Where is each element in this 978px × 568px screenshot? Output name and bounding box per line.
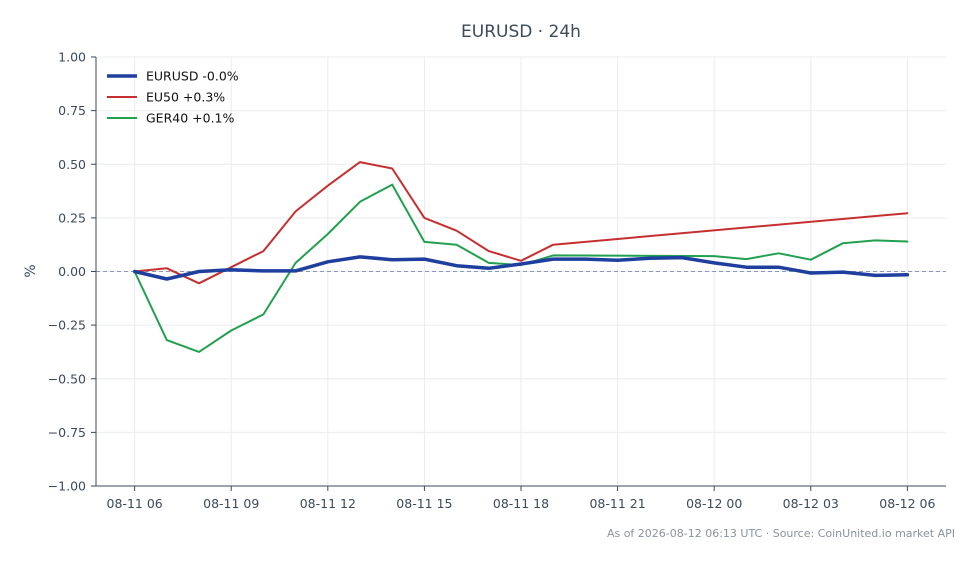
series-line: [133, 183, 909, 353]
x-tick-label: 08-11 18: [493, 496, 549, 511]
y-tick-label: −0.50: [48, 371, 86, 386]
x-tick-label: 08-12 00: [686, 496, 742, 511]
y-tick-label: 0.50: [58, 157, 86, 172]
y-tick-label: 1.00: [58, 50, 86, 65]
grid-lines: [96, 56, 946, 487]
y-tick-label: −1.00: [48, 479, 86, 494]
series-line: [133, 161, 909, 285]
y-axis-label: %: [23, 264, 39, 277]
legend-label: GER40 +0.1%: [146, 111, 235, 126]
x-tick-label: 08-11 06: [107, 496, 163, 511]
x-tick-label: 08-11 09: [203, 496, 259, 511]
x-tick-label: 08-11 21: [589, 496, 645, 511]
x-tick-label: 08-11 15: [396, 496, 452, 511]
x-tick-label: 08-12 03: [783, 496, 839, 511]
x-tick-label: 08-12 06: [879, 496, 935, 511]
y-tick-label: −0.75: [48, 425, 86, 440]
y-tick-label: 0.00: [58, 264, 86, 279]
y-tick-label: 0.25: [58, 210, 86, 225]
y-tick-label: −0.25: [48, 318, 86, 333]
legend: EURUSD -0.0% EU50 +0.3% GER40 +0.1%: [107, 69, 239, 126]
x-axis-ticks: 08-11 06 08-11 09 08-11 12 08-11 15 08-11 18…: [107, 486, 936, 511]
legend-label: EU50 +0.3%: [146, 90, 225, 105]
y-axis-ticks: 1.00 0.75 0.50 0.25 0.00 −0.25 −0.50 −0.75 −1.00: [48, 50, 96, 494]
legend-label: EURUSD -0.0%: [146, 69, 239, 84]
series-lines: [132, 161, 910, 353]
y-tick-label: 0.75: [58, 103, 86, 118]
chart-title: EURUSD · 24h: [461, 22, 581, 42]
footer-source-note: As of 2026-08-12 06:13 UTC · Source: Coi…: [607, 527, 955, 540]
x-tick-label: 08-11 12: [300, 496, 356, 511]
series-line: [132, 255, 910, 281]
